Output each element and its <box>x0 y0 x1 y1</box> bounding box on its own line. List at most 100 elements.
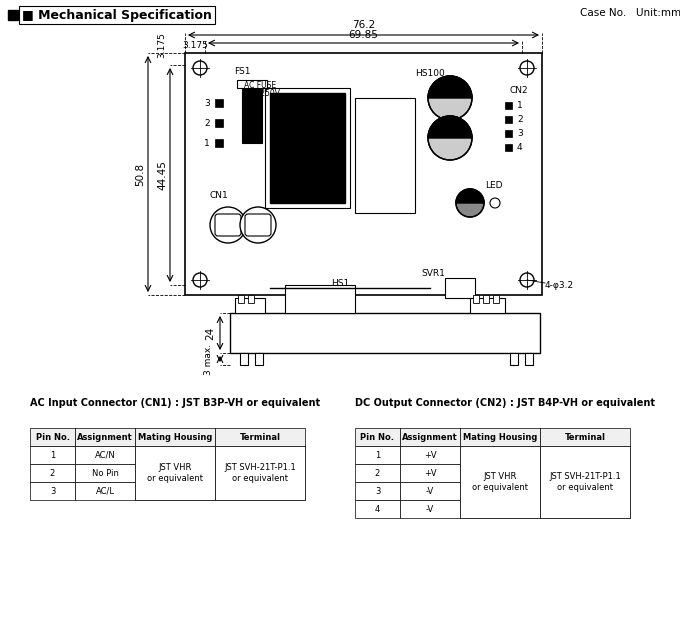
Text: Assignment: Assignment <box>402 432 458 441</box>
Bar <box>75 446 135 464</box>
Bar <box>355 482 400 500</box>
Text: 44.45: 44.45 <box>157 160 167 190</box>
Bar <box>215 446 305 500</box>
Text: AC/L: AC/L <box>95 487 114 496</box>
Bar <box>483 295 489 303</box>
Text: 69.85: 69.85 <box>349 30 379 40</box>
Polygon shape <box>428 116 472 138</box>
Bar <box>75 464 135 482</box>
Bar <box>460 482 540 500</box>
Bar <box>135 446 215 464</box>
Bar <box>235 298 265 313</box>
Text: T2A/250V: T2A/250V <box>244 89 281 98</box>
Text: AC Input Connector (CN1) : JST B3P-VH or equivalent: AC Input Connector (CN1) : JST B3P-VH or… <box>30 398 320 408</box>
Text: 1: 1 <box>50 451 55 460</box>
Bar <box>215 464 305 482</box>
Text: 4-φ3.2: 4-φ3.2 <box>545 282 574 291</box>
Bar <box>215 99 223 107</box>
Bar <box>510 353 518 365</box>
Bar <box>540 464 630 482</box>
FancyBboxPatch shape <box>215 214 241 236</box>
Text: 2: 2 <box>50 468 55 477</box>
Bar <box>505 102 512 109</box>
FancyBboxPatch shape <box>245 214 271 236</box>
Bar <box>8 10 18 20</box>
Circle shape <box>428 76 472 120</box>
Bar <box>135 482 215 500</box>
Bar <box>460 446 540 464</box>
Text: 2: 2 <box>375 468 380 477</box>
Bar <box>230 313 540 353</box>
Bar <box>270 93 345 203</box>
Bar <box>215 119 223 127</box>
Text: 3: 3 <box>517 128 523 137</box>
Text: 3.175: 3.175 <box>182 41 208 50</box>
Bar <box>215 482 305 500</box>
Circle shape <box>456 189 484 217</box>
Bar <box>400 482 460 500</box>
Text: Case No.   Unit:mm: Case No. Unit:mm <box>580 8 680 18</box>
Text: AC/N: AC/N <box>95 451 116 460</box>
Text: 2: 2 <box>205 118 210 127</box>
Bar <box>540 482 630 500</box>
Bar <box>473 295 479 303</box>
Text: HS100: HS100 <box>415 69 445 78</box>
Text: Pin No.: Pin No. <box>360 432 394 441</box>
Bar <box>505 130 512 137</box>
Text: 1: 1 <box>517 101 523 110</box>
Bar <box>30 428 75 446</box>
Text: 4: 4 <box>517 142 523 151</box>
Bar <box>355 446 400 464</box>
Bar <box>470 298 505 313</box>
Bar <box>238 295 244 303</box>
Text: LED: LED <box>485 182 503 191</box>
Bar <box>445 278 475 298</box>
Text: CN2: CN2 <box>510 86 528 95</box>
Text: Terminal: Terminal <box>564 432 605 441</box>
Bar <box>75 428 135 446</box>
Circle shape <box>490 198 500 208</box>
Text: JST SVH-21T-P1.1
or equivalent: JST SVH-21T-P1.1 or equivalent <box>549 472 621 492</box>
Bar <box>355 98 415 213</box>
Text: HS1: HS1 <box>331 279 349 288</box>
Text: 3: 3 <box>375 487 380 496</box>
Polygon shape <box>456 189 484 203</box>
Text: 2: 2 <box>517 115 523 123</box>
Text: 1: 1 <box>375 451 380 460</box>
Text: -V: -V <box>426 487 434 496</box>
Bar <box>540 446 630 518</box>
Bar <box>505 144 512 151</box>
Polygon shape <box>428 76 472 98</box>
Bar <box>460 428 540 446</box>
Bar <box>460 500 540 518</box>
Bar <box>185 53 542 295</box>
Text: -V: -V <box>426 505 434 513</box>
Text: Pin No.: Pin No. <box>35 432 69 441</box>
Text: No Pin: No Pin <box>92 468 118 477</box>
Bar <box>540 446 630 464</box>
Text: JST SVH-21T-P1.1
or equivalent: JST SVH-21T-P1.1 or equivalent <box>224 463 296 483</box>
Bar <box>215 139 223 147</box>
Bar <box>135 464 215 482</box>
Circle shape <box>520 61 534 75</box>
Text: 1: 1 <box>204 139 210 147</box>
Text: 3.175: 3.175 <box>158 32 167 58</box>
Text: +V: +V <box>424 468 437 477</box>
Text: Mating Housing: Mating Housing <box>463 432 537 441</box>
Bar <box>30 464 75 482</box>
Text: +V: +V <box>424 451 437 460</box>
Text: FS1: FS1 <box>234 67 250 76</box>
Bar <box>355 464 400 482</box>
Circle shape <box>210 207 246 243</box>
Text: Assignment: Assignment <box>77 432 133 441</box>
Bar <box>493 295 499 303</box>
Text: Terminal: Terminal <box>239 432 280 441</box>
Text: 3 max.: 3 max. <box>204 344 213 375</box>
Circle shape <box>240 207 276 243</box>
Bar <box>400 500 460 518</box>
Bar <box>400 446 460 464</box>
Bar <box>215 428 305 446</box>
Bar <box>75 482 135 500</box>
Text: DC Output Connector (CN2) : JST B4P-VH or equivalent: DC Output Connector (CN2) : JST B4P-VH o… <box>355 398 655 408</box>
Text: ■ Mechanical Specification: ■ Mechanical Specification <box>22 8 212 22</box>
